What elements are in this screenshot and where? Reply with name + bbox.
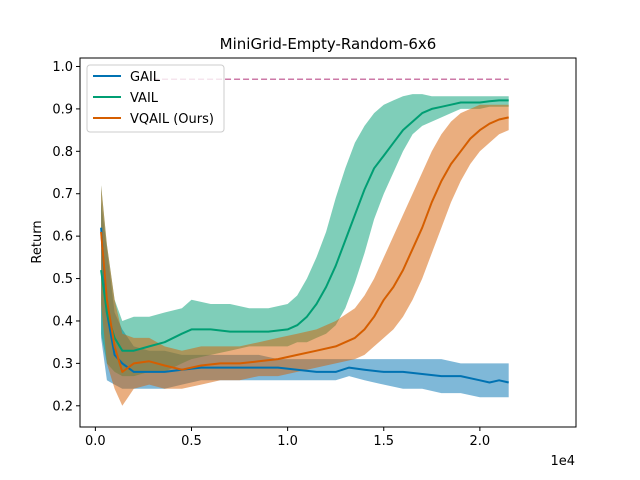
legend-label: VAIL: [130, 91, 159, 106]
x-axis-ticks: 0.0 0.5 1.0 1.5 2.0: [85, 427, 490, 449]
x-axis-offset-label: 1e4: [550, 454, 575, 469]
y-tick-label: 0.6: [52, 230, 73, 245]
band-series-2: [101, 94, 509, 377]
series-lines: [100, 99, 509, 384]
y-tick-label: 1.0: [52, 60, 73, 75]
chart-title: MiniGrid-Empty-Random-6x6: [220, 35, 437, 53]
plot-area-frame: [79, 57, 577, 428]
line-series-3: [100, 116, 509, 373]
y-tick-label: 0.9: [52, 102, 73, 117]
y-tick-label: 0.5: [52, 272, 73, 287]
x-tick-label: 2.0: [470, 434, 491, 449]
band-series-3: [101, 104, 509, 406]
y-tick-label: 0.8: [52, 145, 73, 160]
legend: GAIL VAIL VQAIL (Ours): [86, 64, 225, 133]
y-tick-label: 0.4: [52, 314, 73, 329]
y-axis-ticks: 0.2 0.3 0.4 0.5 0.6 0.7 0.8 0.9 1.0: [52, 60, 80, 414]
x-tick-label: 1.5: [373, 434, 394, 449]
y-tick-label: 0.3: [52, 357, 73, 372]
line-series-1: [100, 227, 509, 384]
x-tick-label: 0.5: [181, 434, 202, 449]
x-tick-label: 0.0: [85, 434, 106, 449]
y-tick-label: 0.2: [52, 399, 73, 414]
line-series-2: [100, 99, 509, 352]
legend-label: VQAIL (Ours): [130, 112, 214, 127]
legend-label: GAIL: [130, 70, 161, 85]
y-axis-label: Return: [30, 220, 45, 263]
y-tick-label: 0.7: [52, 187, 73, 202]
legend-box: [86, 64, 225, 133]
x-tick-label: 1.0: [277, 434, 298, 449]
